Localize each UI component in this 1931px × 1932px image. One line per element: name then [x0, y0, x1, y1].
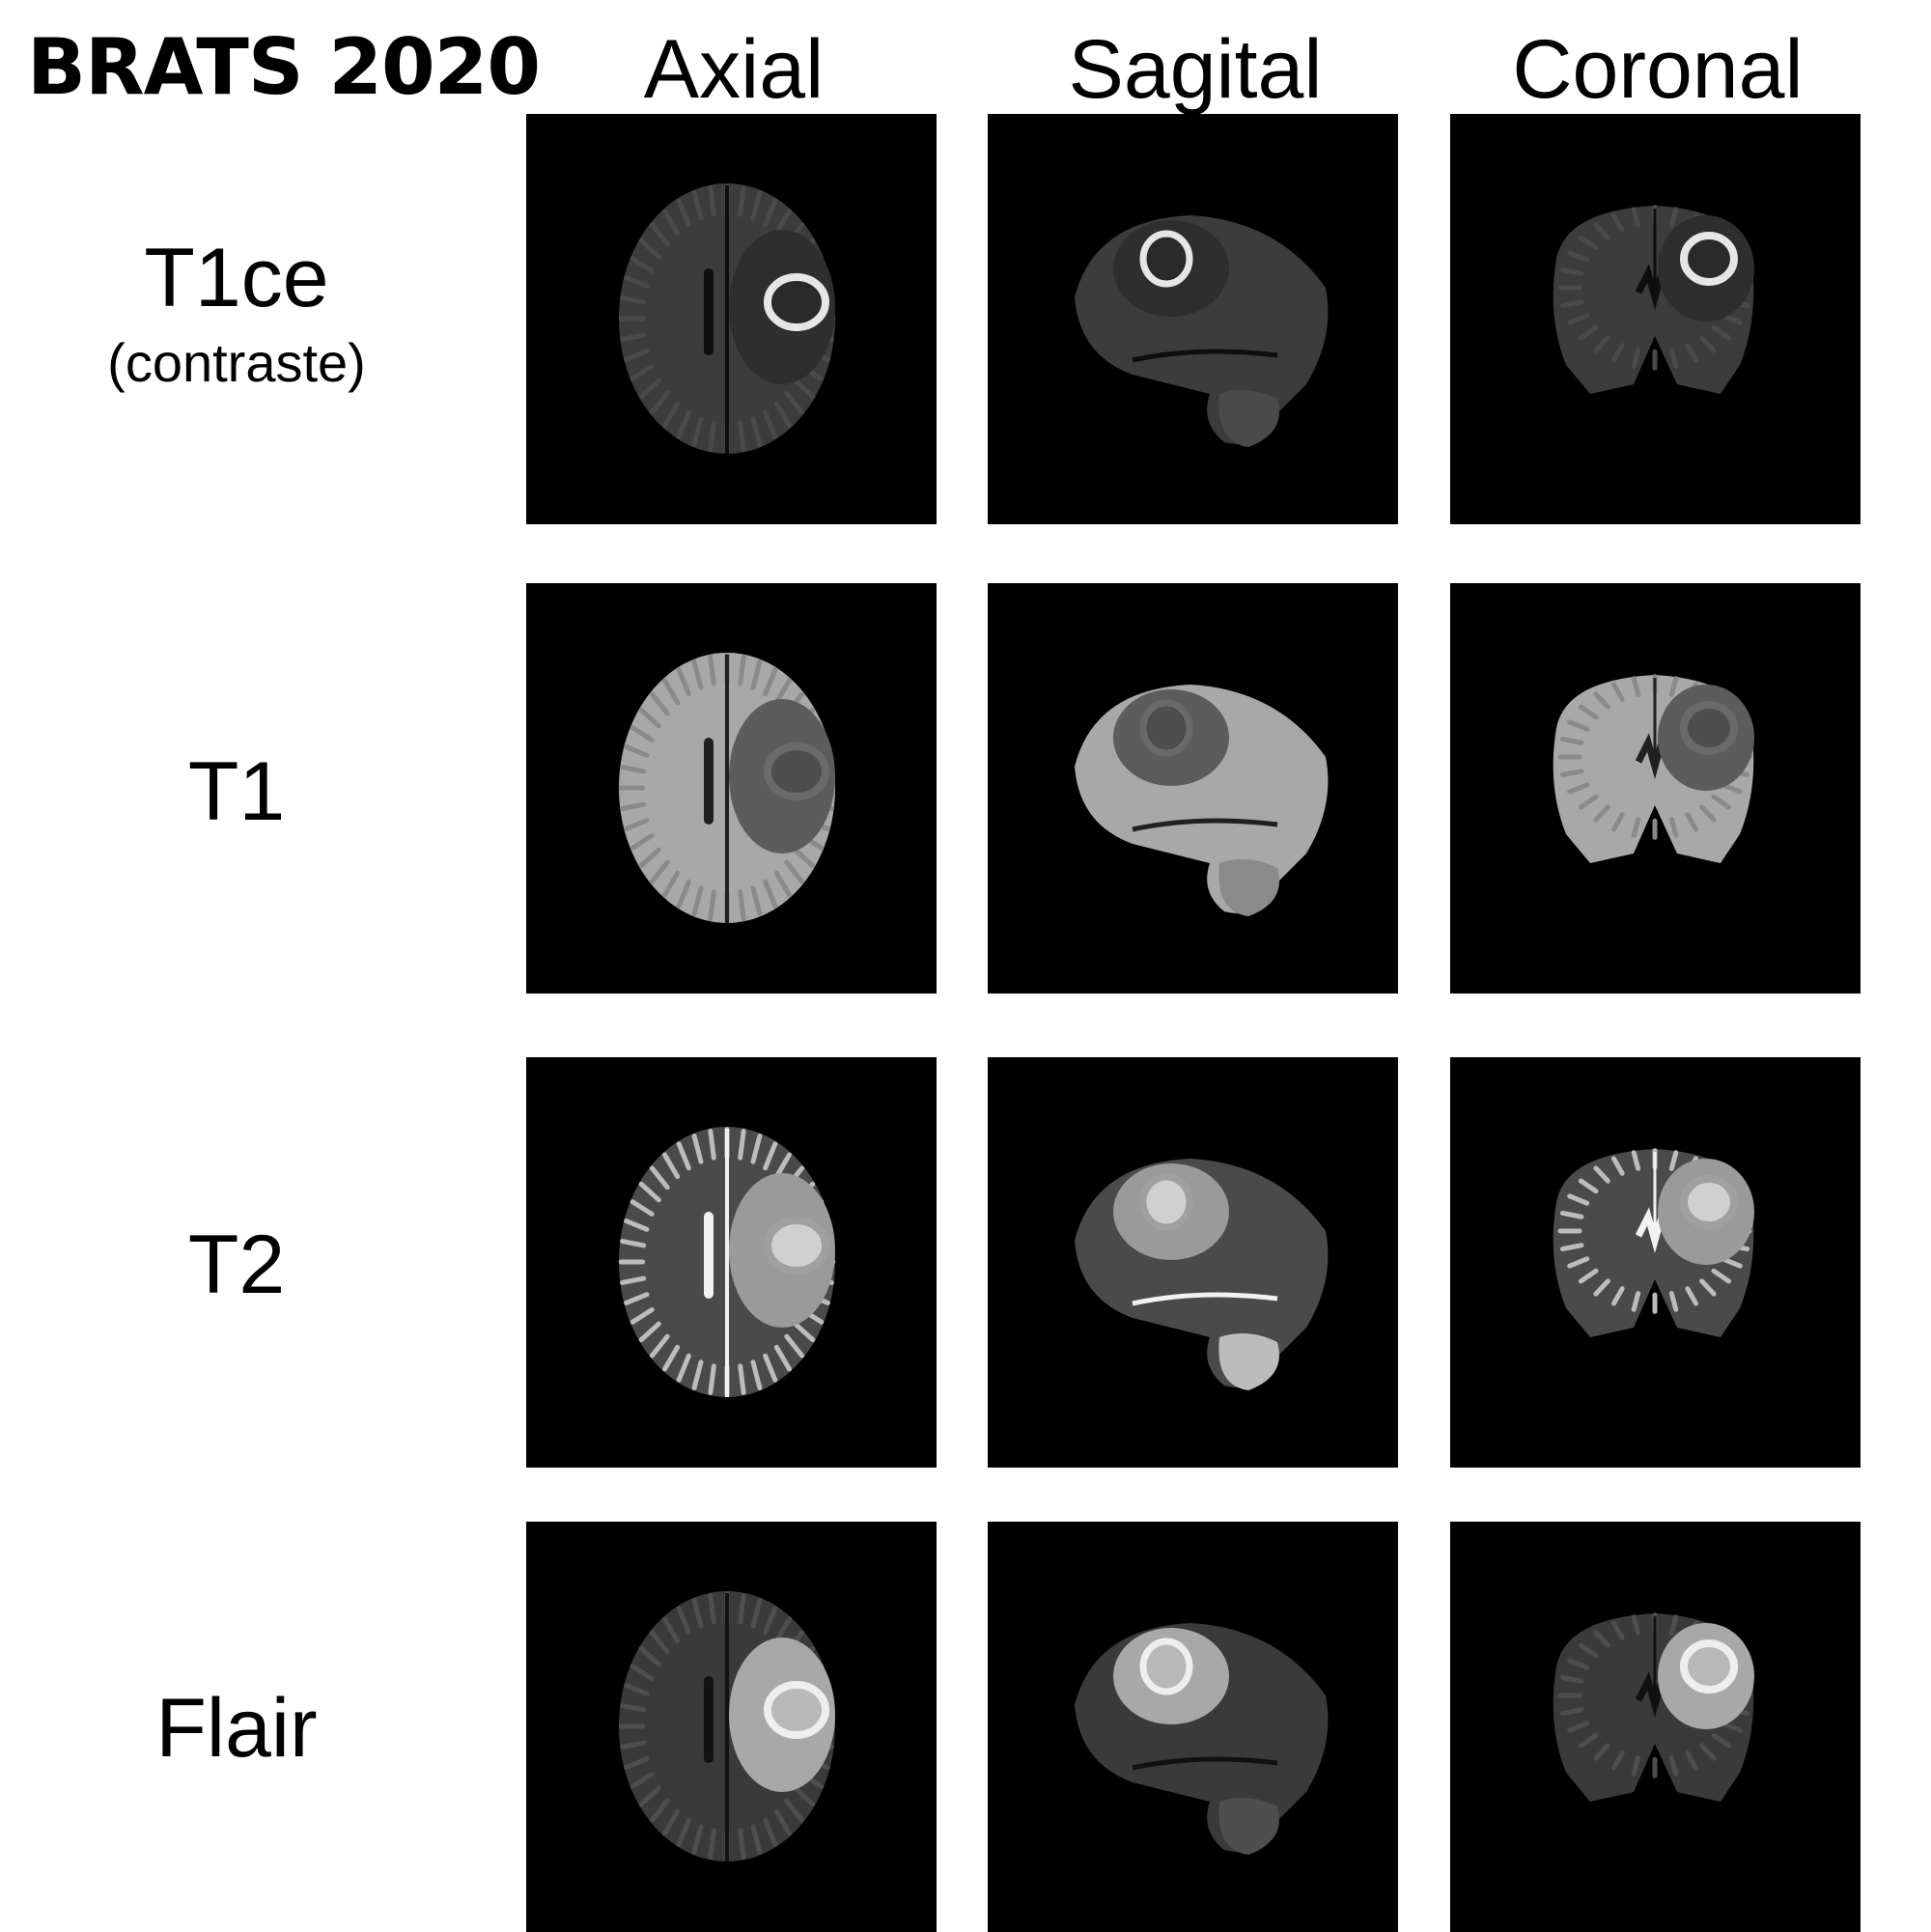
row-label-flair-main: Flair [155, 1682, 318, 1775]
mri-flair-axial-image [526, 1522, 937, 1932]
mri-flair-sagital-image [988, 1522, 1398, 1932]
mri-t2-sagital-image [988, 1057, 1398, 1468]
mri-flair-coronal-image [1450, 1522, 1861, 1932]
row-label-t2-main: T2 [187, 1218, 286, 1311]
row-label-t1-main: T1 [187, 745, 286, 838]
figure-title: BRATS 2020 [27, 22, 541, 112]
mri-t1-sagital-image [988, 583, 1398, 994]
mri-t2-axial-image [526, 1057, 937, 1468]
row-label-t1: T1 [29, 743, 444, 840]
mri-t1ce-coronal-image [1450, 114, 1861, 524]
mri-t1ce-sagital-image [988, 114, 1398, 524]
mri-t1-coronal-image [1450, 583, 1861, 994]
mri-t1-axial-image [526, 583, 937, 994]
column-header-axial: Axial [643, 23, 825, 116]
mri-t2-coronal-image [1450, 1057, 1861, 1468]
row-label-t1ce-sub: (contraste) [107, 332, 366, 393]
row-label-flair: Flair [29, 1680, 444, 1777]
column-header-sagital: Sagital [1068, 23, 1323, 116]
row-label-t1ce-main: T1ce [144, 232, 329, 324]
column-header-coronal: Coronal [1512, 23, 1804, 116]
row-label-t1ce: T1ce (contraste) [29, 230, 444, 400]
mri-t1ce-axial-image [526, 114, 937, 524]
row-label-t2: T2 [29, 1217, 444, 1313]
